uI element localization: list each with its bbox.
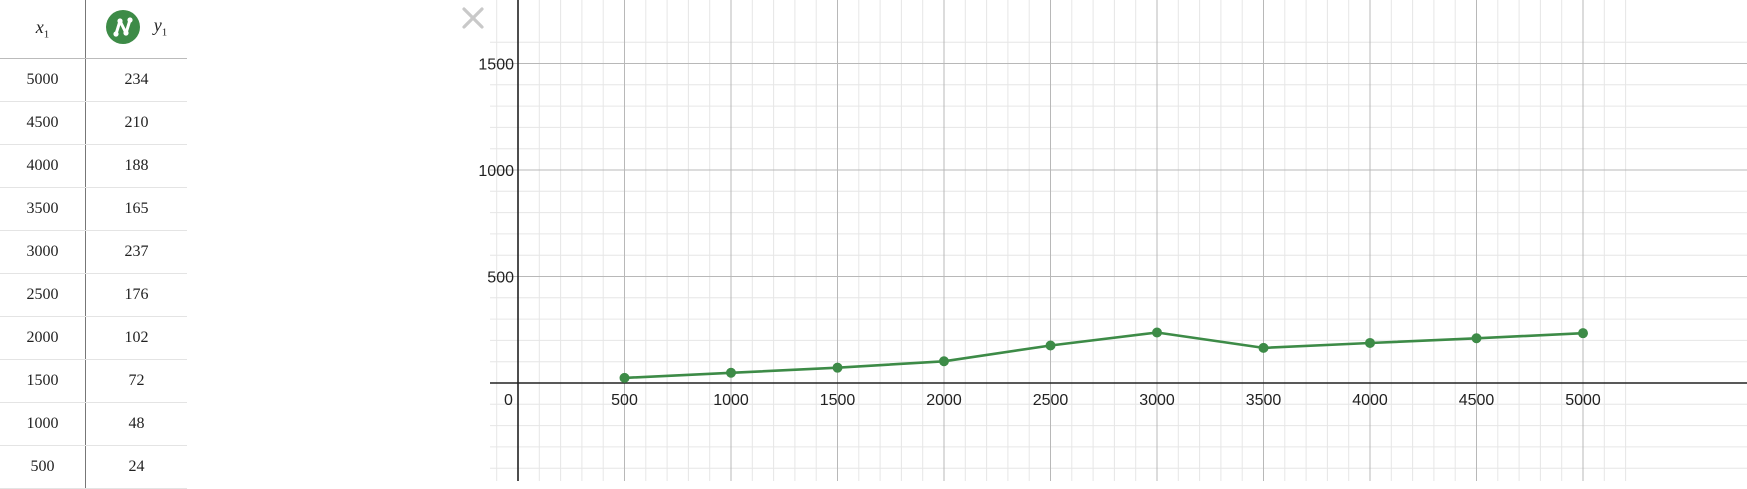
y-cell[interactable]: 48 [85, 402, 187, 446]
y-cell[interactable]: 234 [85, 58, 187, 102]
y-tick-label: 1500 [478, 57, 514, 74]
y-cell[interactable]: 210 [85, 101, 187, 145]
table-row: 3500 165 [0, 187, 187, 231]
y-tick-label: 500 [487, 270, 514, 287]
close-icon[interactable] [460, 5, 486, 31]
x-cell[interactable]: 2500 [0, 273, 86, 317]
y-cell[interactable]: 72 [85, 359, 187, 403]
x-tick-label: 4500 [1459, 392, 1495, 409]
series-line [624, 331, 1584, 380]
y-cell[interactable]: 237 [85, 230, 187, 274]
data-point [832, 362, 843, 373]
y-cell[interactable]: 24 [85, 445, 187, 489]
y-cell[interactable]: 102 [85, 316, 187, 360]
tick-labels: 0 500 1000 1500 2000 2500 3000 3500 4000 4500 5000… [478, 57, 1600, 410]
x-cell[interactable]: 4000 [0, 144, 86, 188]
x-cell[interactable]: 3500 [0, 187, 86, 231]
series-layer [619, 327, 1588, 383]
data-point [726, 367, 736, 378]
x-cell[interactable]: 4500 [0, 101, 86, 145]
table-row: 2500 176 [0, 273, 187, 317]
table-row: 500 24 [0, 445, 187, 489]
x-tick-label: 2000 [926, 392, 962, 409]
x-tick-label: 3500 [1246, 392, 1282, 409]
data-point [1045, 340, 1056, 351]
data-point [1152, 327, 1162, 338]
data-point [1578, 328, 1588, 339]
table-row: 1000 48 [0, 402, 187, 446]
y-cell[interactable]: 176 [85, 273, 187, 317]
data-point [1365, 337, 1375, 348]
major-grid [490, 0, 1747, 481]
y-cell[interactable]: 188 [85, 144, 187, 188]
table-row: 5000 234 [0, 58, 187, 102]
x-cell[interactable]: 2000 [0, 316, 86, 360]
series-line-icon[interactable] [105, 9, 140, 44]
x-tick-label: 0 [504, 392, 513, 409]
data-point [619, 372, 630, 383]
minor-grid [490, 0, 1747, 481]
x-tick-label: 1000 [713, 392, 749, 409]
x-cell[interactable]: 5000 [0, 58, 86, 102]
y-column-header[interactable]: y1 [85, 0, 187, 59]
table-panel: x1 y1 [0, 0, 187, 489]
table-header-row: x1 y1 [0, 0, 187, 59]
x-tick-label: 3000 [1139, 392, 1175, 409]
x-column-header[interactable]: x1 [0, 0, 86, 59]
table-row: 4500 210 [0, 101, 187, 145]
table-row: 3000 237 [0, 230, 187, 274]
table-row: 1500 72 [0, 359, 187, 403]
x-cell[interactable]: 1000 [0, 402, 86, 446]
table-row: 2000 102 [0, 316, 187, 360]
x-tick-label: 500 [611, 392, 638, 409]
x-tick-label: 4000 [1352, 392, 1388, 409]
data-table: x1 y1 [0, 0, 187, 489]
data-point [1258, 342, 1269, 353]
table-row: 4000 188 [0, 144, 187, 188]
y-cell[interactable]: 165 [85, 187, 187, 231]
x-tick-label: 5000 [1565, 392, 1601, 409]
axes [490, 0, 1747, 481]
data-point [939, 356, 949, 367]
x-cell[interactable]: 500 [0, 445, 86, 489]
x-cell[interactable]: 1500 [0, 359, 86, 403]
data-point [1471, 333, 1482, 344]
x-tick-label: 1500 [820, 392, 856, 409]
x-cell[interactable]: 3000 [0, 230, 86, 274]
y-tick-label: 1000 [478, 163, 514, 180]
x-tick-label: 2500 [1033, 392, 1069, 409]
